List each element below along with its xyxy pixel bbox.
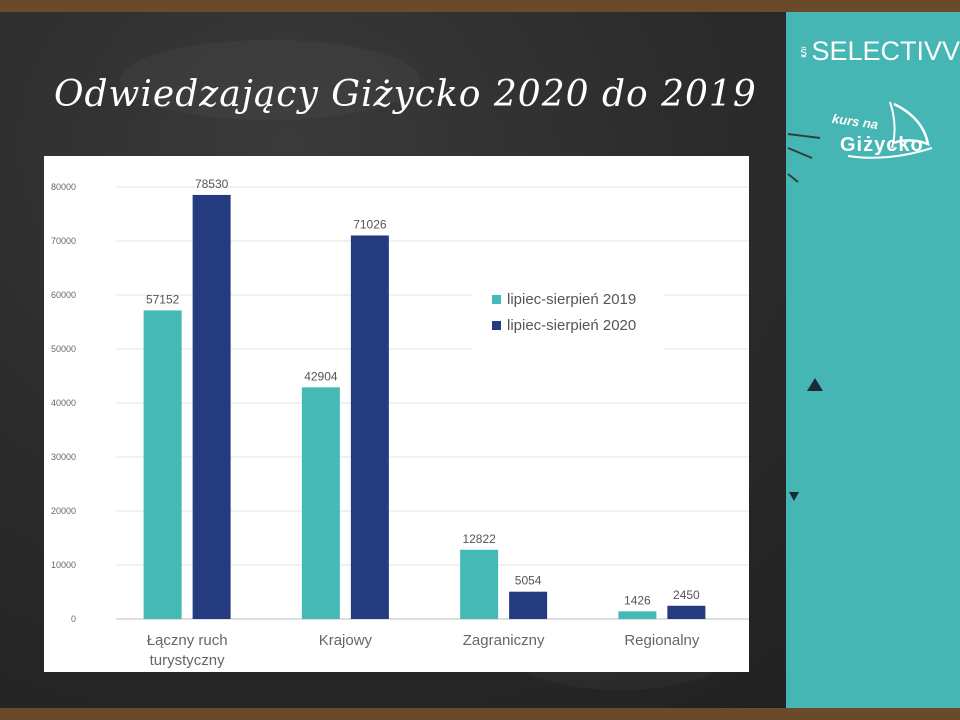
- bar: [143, 310, 182, 619]
- legend-label: lipiec-sierpień 2020: [507, 316, 637, 334]
- y-tick-label: 40000: [51, 398, 76, 408]
- kurs-na-gizycko-logo: kurs na Giżycko: [828, 96, 940, 166]
- y-tick-label: 20000: [51, 506, 76, 516]
- chart-legend: lipiec-sierpień 2019 lipiec-sierpień 2020: [472, 276, 664, 352]
- selectivv-logo-icon: [800, 45, 807, 58]
- legend-item: lipiec-sierpień 2020: [492, 312, 636, 338]
- data-label: 1426: [624, 593, 651, 607]
- y-tick-label: 30000: [51, 452, 76, 462]
- y-tick-label: 70000: [51, 236, 76, 246]
- data-label: 78530: [195, 177, 229, 191]
- chalk-marks: [787, 133, 821, 183]
- side-panel: [786, 12, 960, 708]
- bar: [618, 611, 657, 619]
- data-label: 71026: [353, 217, 387, 231]
- page-title: Odwiedzający Giżycko 2020 do 2019: [54, 74, 757, 115]
- legend-list: lipiec-sierpień 2019 lipiec-sierpień 2020: [492, 286, 636, 338]
- bar: [460, 549, 499, 619]
- brand-name: SELECTIVV: [811, 36, 960, 66]
- bar: [301, 387, 340, 619]
- bar: [509, 591, 548, 619]
- scroll-up-icon[interactable]: [807, 378, 823, 391]
- legend-item: lipiec-sierpień 2019: [492, 286, 636, 312]
- frame-top: [0, 0, 960, 12]
- x-tick-label: Zagraniczny: [463, 632, 545, 649]
- y-tick-label: 80000: [51, 182, 76, 192]
- y-tick-label: 60000: [51, 290, 76, 300]
- bar-chart: 0 10000 20000 30000 40000 50000 60000 70000 8000…: [51, 177, 749, 669]
- x-tick-label: Krajowy: [319, 632, 373, 649]
- y-tick-label: 50000: [51, 344, 76, 354]
- sail-icon: [847, 101, 933, 159]
- bar: [350, 235, 389, 619]
- data-label: 5054: [515, 574, 542, 588]
- brand-logo: SELECTIVV: [800, 36, 960, 67]
- data-label: 57152: [146, 292, 180, 306]
- frame-bottom: [0, 708, 960, 720]
- data-label: 12822: [462, 532, 496, 546]
- y-tick-label: 10000: [51, 560, 76, 570]
- data-label: 2450: [673, 588, 700, 602]
- legend-swatch: [492, 294, 501, 304]
- y-tick-label: 0: [71, 614, 76, 624]
- bar: [192, 194, 231, 620]
- legend-swatch: [492, 320, 501, 330]
- x-tick-label: turystyczny: [150, 652, 226, 669]
- x-tick-label: Regionalny: [624, 632, 700, 649]
- scroll-down-icon[interactable]: [789, 492, 799, 501]
- bar: [667, 605, 706, 619]
- chart-container: 0 10000 20000 30000 40000 50000 60000 70000 8000…: [44, 156, 749, 672]
- x-tick-label: Łączny ruch: [147, 632, 228, 649]
- data-label: 42904: [304, 369, 338, 383]
- logo-big-text: Giżycko: [840, 134, 924, 156]
- legend-label: lipiec-sierpień 2019: [507, 290, 637, 308]
